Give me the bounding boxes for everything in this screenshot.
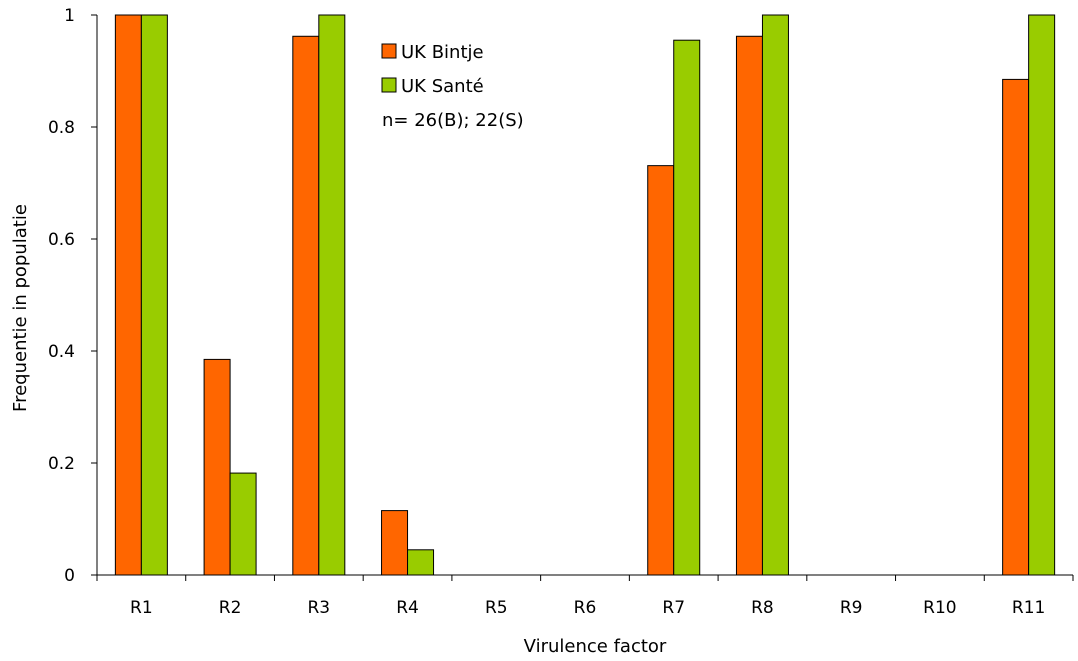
bar-R1-sante bbox=[140, 14, 168, 576]
x-tick-label-R1: R1 bbox=[130, 598, 153, 618]
legend: UK Bintje UK Santé n= 26(B); 22(S) bbox=[381, 42, 524, 131]
bar-R11-sante bbox=[1028, 14, 1056, 576]
bar-R3-bintje bbox=[292, 35, 320, 576]
x-tick-label-R5: R5 bbox=[485, 598, 508, 618]
y-tick-label: 0.4 bbox=[48, 342, 75, 362]
x-tick-label-R11: R11 bbox=[1012, 598, 1045, 618]
y-ticks-group: 0 0.2 0.4 0.6 0.8 1 bbox=[48, 6, 97, 586]
y-tick-label: 0.6 bbox=[48, 230, 75, 250]
bar-R2-sante bbox=[229, 472, 257, 576]
bar-R8-bintje bbox=[735, 35, 763, 576]
legend-label-bintje: UK Bintje bbox=[401, 42, 484, 63]
bar-R2-bintje bbox=[203, 358, 231, 576]
legend-swatch-bintje bbox=[381, 43, 397, 59]
bar-R4-sante bbox=[407, 549, 435, 576]
x-ticks-group: R1 R2 R3 R4 R5 R6 R7 R8 R9 R10 R11 bbox=[96, 575, 1074, 618]
bar-R7-bintje bbox=[647, 165, 675, 576]
x-tick-label-R7: R7 bbox=[662, 598, 685, 618]
y-tick-label: 0.2 bbox=[48, 454, 75, 474]
x-axis-title: Virulence factor bbox=[524, 636, 667, 657]
sample-size-annotation: n= 26(B); 22(S) bbox=[382, 110, 524, 131]
y-tick-label: 1 bbox=[64, 6, 75, 26]
y-tick-label: 0.8 bbox=[48, 118, 75, 138]
bar-R11-bintje bbox=[1002, 78, 1030, 576]
bar-R7-sante bbox=[673, 39, 701, 576]
x-tick-label-R6: R6 bbox=[574, 598, 597, 618]
x-tick-label-R10: R10 bbox=[923, 598, 956, 618]
bar-R3-sante bbox=[318, 14, 346, 576]
bar-R1-bintje bbox=[114, 14, 142, 576]
legend-label-sante: UK Santé bbox=[401, 76, 484, 97]
x-tick-label-R4: R4 bbox=[396, 598, 419, 618]
x-tick-label-R9: R9 bbox=[840, 598, 863, 618]
x-tick-label-R8: R8 bbox=[751, 598, 774, 618]
y-tick-label: 0 bbox=[64, 566, 75, 586]
bar-R4-bintje bbox=[381, 510, 409, 576]
y-axis-title: Frequentie in populatie bbox=[10, 204, 31, 412]
legend-swatch-sante bbox=[381, 77, 397, 93]
x-tick-label-R2: R2 bbox=[219, 598, 242, 618]
bars-group bbox=[114, 14, 1056, 576]
bar-R8-sante bbox=[761, 14, 789, 576]
x-tick-label-R3: R3 bbox=[307, 598, 330, 618]
